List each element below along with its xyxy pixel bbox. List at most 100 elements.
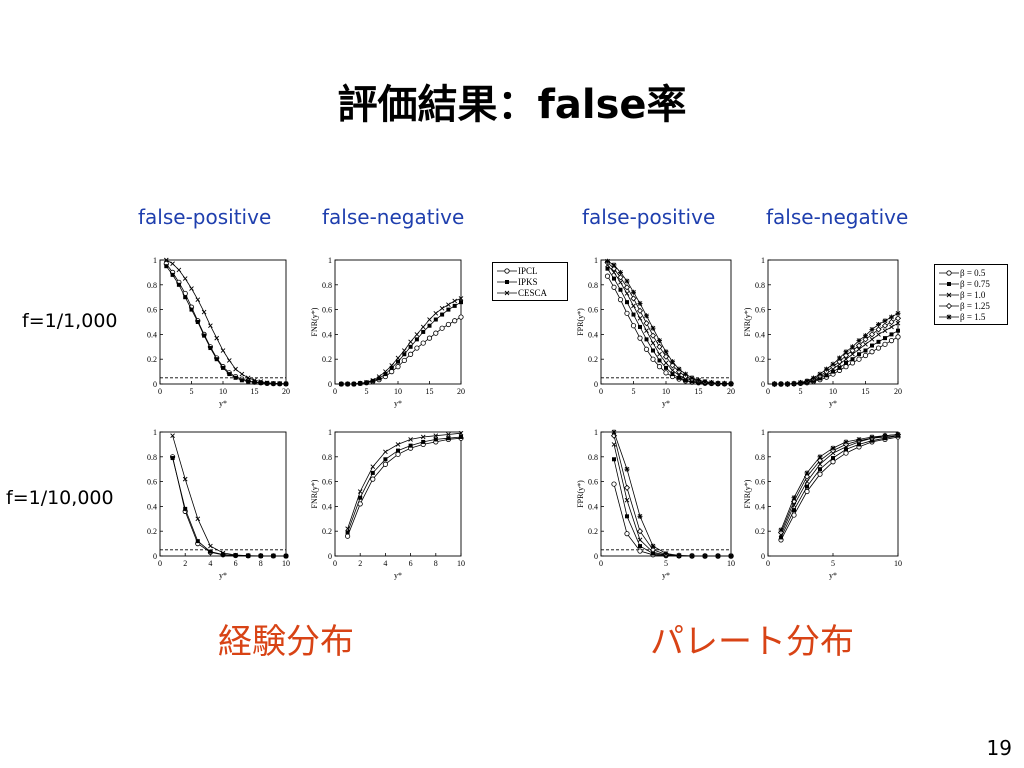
- marker-diamond: [656, 343, 663, 350]
- x-tick-label: 2: [358, 559, 362, 568]
- series-line: [774, 330, 899, 385]
- marker-x: [170, 433, 175, 439]
- marker-x: [611, 442, 617, 447]
- x-axis-label: y*: [394, 399, 402, 408]
- chart-pareto-fn-10000: 00.20.40.60.810 5 10y*FNR(y*): [743, 428, 902, 580]
- marker-x: [657, 351, 662, 357]
- series-square: [605, 266, 733, 386]
- marker-square: [831, 456, 835, 461]
- y-tick-label: 0: [328, 380, 332, 389]
- x-tick-label: 4: [383, 559, 387, 568]
- series-circle: [771, 334, 901, 387]
- y-tick-label: 0.4: [755, 502, 765, 511]
- series-x: [163, 257, 289, 387]
- marker-square: [189, 307, 194, 312]
- x-tick-label: 0: [599, 387, 603, 396]
- legend-label: CESCA: [518, 287, 548, 298]
- marker-circle: [395, 364, 401, 370]
- marker-x: [882, 328, 888, 333]
- marker-star: [778, 527, 784, 533]
- marker-x: [420, 434, 426, 440]
- x-tick-label: 5: [831, 559, 835, 568]
- marker-x: [271, 553, 276, 559]
- marker-circle: [856, 356, 862, 362]
- marker-x: [644, 328, 649, 333]
- marker-star: [856, 338, 862, 344]
- marker-square: [870, 343, 874, 348]
- marker-circle: [624, 310, 630, 316]
- series-line: [165, 265, 287, 385]
- marker-square: [657, 358, 662, 363]
- marker-square: [183, 295, 188, 300]
- marker-diamond: [881, 322, 889, 329]
- series-line: [165, 263, 287, 385]
- page-number: 19: [986, 736, 1012, 760]
- y-tick-label: 0: [153, 552, 157, 561]
- marker-x: [201, 309, 207, 315]
- marker-square: [221, 365, 225, 370]
- row-label-f1000: f=1/1,000: [22, 310, 118, 332]
- marker-x: [195, 516, 201, 522]
- y-tick-label: 0: [153, 380, 157, 389]
- marker-x: [283, 381, 289, 387]
- marker-square: [631, 312, 636, 317]
- marker-square: [863, 348, 868, 353]
- marker-x: [383, 449, 388, 455]
- marker-x: [245, 553, 251, 558]
- marker-square: [644, 337, 649, 342]
- marker-diamond: [862, 336, 869, 343]
- marker-star: [798, 380, 803, 386]
- marker-x: [245, 375, 251, 381]
- series-line: [613, 431, 731, 557]
- series-diamond: [610, 432, 735, 560]
- marker-star: [811, 375, 816, 381]
- x-tick-label: 10: [829, 387, 837, 396]
- marker-star: [715, 380, 721, 386]
- series-x: [611, 442, 734, 559]
- legend-swatch-circle: [939, 269, 959, 276]
- marker-diamond: [636, 528, 644, 535]
- legend-swatch-square: [497, 279, 517, 284]
- series-diamond: [604, 259, 735, 387]
- marker-square: [202, 333, 207, 338]
- x-tick-label: 15: [251, 387, 259, 396]
- marker-square: [208, 346, 213, 351]
- marker-square: [876, 339, 881, 344]
- marker-square: [239, 378, 244, 383]
- chart-empirical-fn-10000: 00.20.40.60.810 2 4 6 8 10y*FNR(y*): [310, 428, 465, 580]
- marker-star: [830, 445, 836, 451]
- marker-star: [778, 381, 784, 387]
- x-axis-label: y*: [394, 571, 402, 580]
- marker-square: [625, 514, 629, 519]
- marker-x: [817, 461, 823, 467]
- marker-star: [882, 433, 888, 439]
- marker-square: [433, 317, 438, 322]
- marker-square: [170, 272, 175, 277]
- y-tick-label: 0: [761, 380, 765, 389]
- marker-circle: [656, 364, 663, 370]
- x-tick-label: 0: [599, 559, 603, 568]
- marker-square: [258, 381, 263, 386]
- legend-label: IPKS: [518, 276, 538, 287]
- marker-star: [611, 262, 617, 268]
- marker-square: [252, 380, 257, 385]
- marker-square: [383, 372, 388, 377]
- x-tick-label: 5: [664, 559, 668, 568]
- marker-x: [414, 332, 420, 337]
- y-tick-label: 0.2: [147, 355, 157, 364]
- marker-square: [221, 552, 225, 557]
- marker-star: [843, 439, 849, 445]
- x-tick-label: 20: [457, 387, 465, 396]
- marker-x: [876, 332, 881, 337]
- x-tick-label: 0: [333, 559, 337, 568]
- series-square: [612, 457, 733, 558]
- marker-square: [345, 530, 350, 535]
- marker-square: [446, 307, 451, 312]
- marker-circle: [344, 533, 351, 539]
- marker-star: [869, 434, 875, 440]
- distribution-label-pareto: パレート分布: [650, 622, 854, 662]
- marker-square: [818, 467, 822, 472]
- marker-square: [670, 372, 675, 377]
- x-tick-label: 15: [695, 387, 703, 396]
- marker-x: [650, 340, 656, 346]
